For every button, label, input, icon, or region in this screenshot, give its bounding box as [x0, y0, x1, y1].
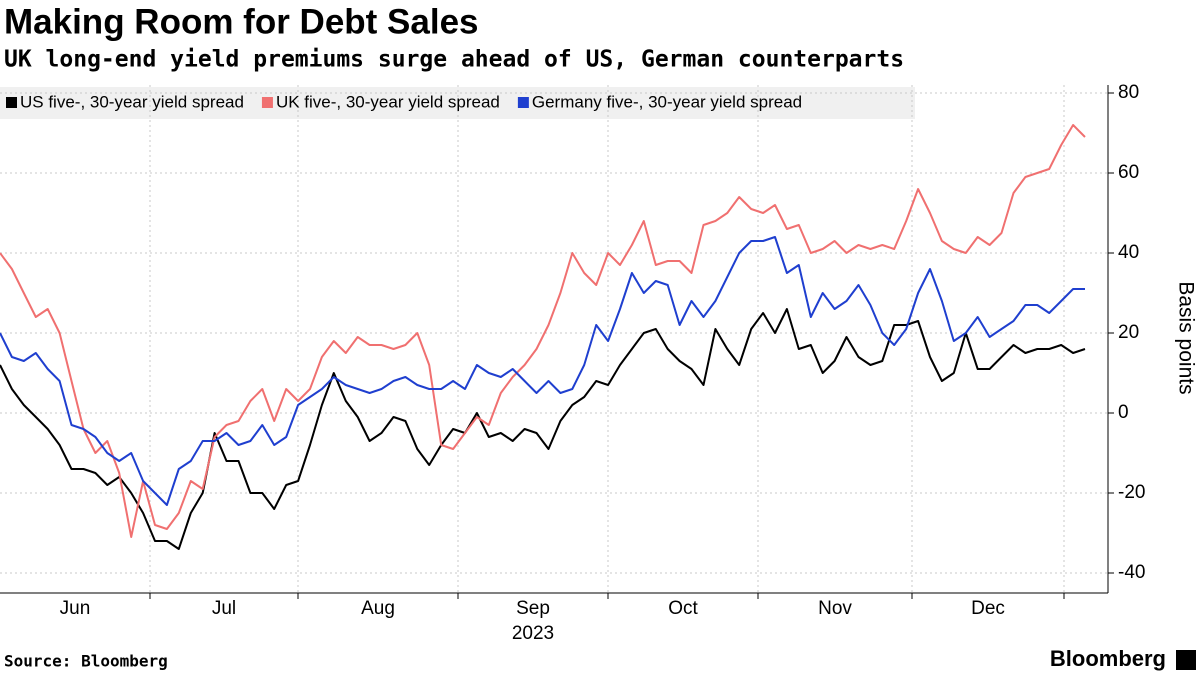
legend-swatch	[6, 97, 17, 108]
legend-label: US five-, 30-year yield spread	[20, 92, 244, 111]
x-tick-label: Aug	[361, 598, 395, 619]
brand: Bloomberg	[1050, 646, 1166, 671]
y-tick-label: -40	[1118, 562, 1145, 583]
y-tick-label: -20	[1118, 482, 1145, 503]
y-tick-label: 80	[1118, 82, 1139, 103]
chart-title: Making Room for Debt Sales	[4, 2, 479, 41]
y-axis-label: Basis points	[1174, 281, 1197, 394]
x-tick-label: Jun	[60, 598, 91, 619]
series-line	[0, 124, 1086, 538]
series-line	[0, 308, 1086, 550]
y-tick-label: 0	[1118, 402, 1129, 423]
x-tick-label: Oct	[668, 598, 698, 619]
legend-label: Germany five-, 30-year yield spread	[532, 92, 802, 111]
x-year-label: 2023	[512, 623, 554, 644]
brand-icon	[1176, 650, 1196, 670]
x-tick-label: Sep	[516, 598, 550, 619]
source: Source: Bloomberg	[4, 652, 168, 671]
y-tick-label: 20	[1118, 322, 1139, 343]
legend-background	[0, 87, 915, 119]
x-tick-label: Dec	[971, 598, 1005, 619]
legend-swatch	[261, 97, 273, 108]
x-tick-label: Jul	[212, 598, 236, 619]
y-tick-label: 60	[1118, 162, 1139, 183]
legend-swatch	[517, 97, 529, 108]
x-tick-label: Nov	[818, 598, 852, 619]
chart-subtitle: UK long-end yield premiums surge ahead o…	[4, 47, 904, 73]
y-tick-label: 40	[1118, 242, 1139, 263]
legend-label: UK five-, 30-year yield spread	[276, 92, 500, 111]
series-line	[0, 236, 1085, 506]
